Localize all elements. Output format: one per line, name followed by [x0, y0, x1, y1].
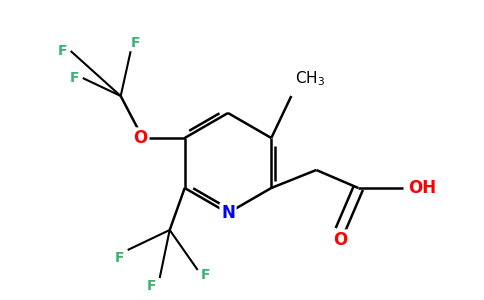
Text: F: F	[201, 268, 211, 282]
Text: O: O	[134, 129, 148, 147]
Text: F: F	[70, 71, 79, 85]
Text: F: F	[131, 36, 140, 50]
Text: F: F	[115, 251, 124, 265]
Text: F: F	[58, 44, 67, 58]
Text: CH$_3$: CH$_3$	[295, 69, 325, 88]
Text: OH: OH	[408, 179, 437, 197]
Text: N: N	[221, 204, 235, 222]
Text: O: O	[333, 231, 348, 249]
Text: F: F	[147, 279, 156, 293]
